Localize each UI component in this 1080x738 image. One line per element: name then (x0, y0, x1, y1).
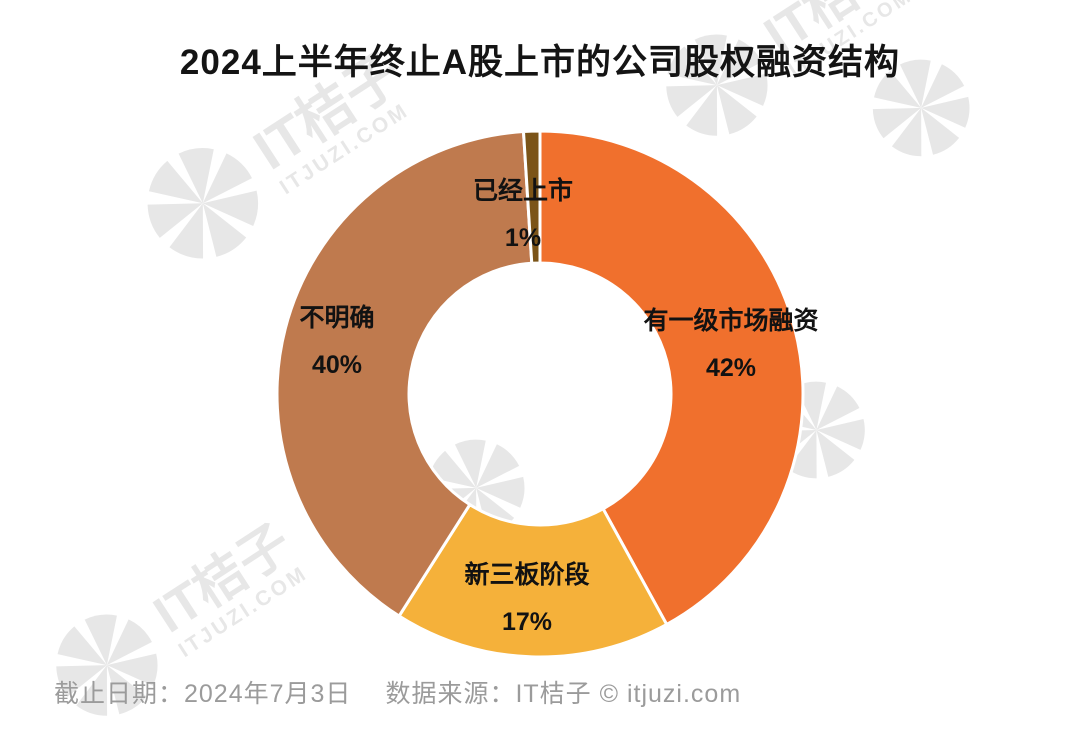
segment-percent: 40% (311, 351, 363, 379)
segment-percent: 1% (504, 224, 542, 252)
footer-note: 截止日期：2024年7月3日 数据来源：IT桔子 © itjuzi.com (54, 674, 741, 710)
segment-name: 有一级市场融资 (643, 307, 819, 335)
segment-name: 新三板阶段 (464, 561, 590, 589)
page-title: 2024上半年终止A股上市的公司股权融资结构 (179, 43, 901, 82)
itjuzi-logo-icon (31, 589, 186, 738)
segment-name: 不明确 (299, 304, 375, 332)
segment-name: 已经上市 (472, 177, 574, 205)
segment-label-primary-market: 有一级市场融资 42% (643, 298, 818, 392)
segment-label-neeq-stage: 新三板阶段 17% (464, 552, 589, 646)
segment-percent: 42% (705, 354, 757, 382)
donut-segment-2 (397, 502, 669, 659)
segment-percent: 17% (501, 608, 553, 636)
data-source: 数据来源：IT桔子 © itjuzi.com (385, 680, 742, 708)
itjuzi-logo-icon (120, 120, 289, 290)
donut-segment-4 (521, 129, 542, 265)
cutoff-date: 截止日期：2024年7月3日 (54, 680, 352, 708)
segment-label-already-listed: 已经上市 1% (473, 168, 573, 262)
donut-segment-1 (538, 129, 805, 627)
segment-label-unclear: 不明确 40% (299, 295, 374, 389)
donut-svg (275, 129, 805, 659)
donut-segment-3 (275, 129, 534, 619)
donut-chart (272, 126, 808, 662)
